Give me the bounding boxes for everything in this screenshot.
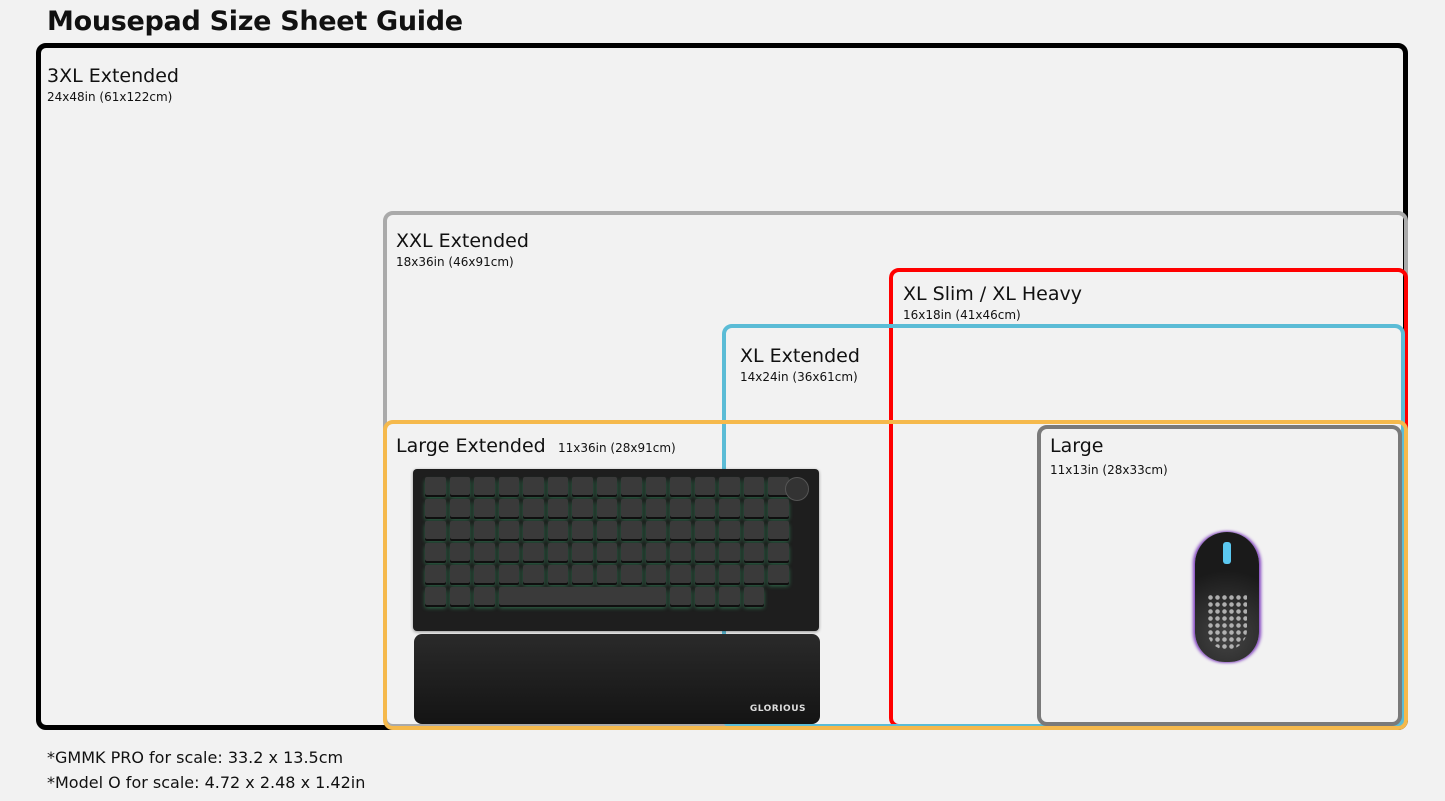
mouse-image bbox=[1195, 532, 1259, 662]
size-large bbox=[1037, 425, 1402, 726]
label-3xl-extended: 3XL Extended bbox=[47, 65, 179, 87]
label-large: Large bbox=[1050, 435, 1104, 457]
brand-logo: GLORIOUS bbox=[749, 704, 806, 714]
dims-large: 11x13in (28x33cm) bbox=[1050, 463, 1168, 477]
keyboard-image bbox=[413, 469, 819, 631]
note-keyboard-scale: *GMMK PRO for scale: 33.2 x 13.5cm bbox=[47, 748, 344, 767]
dims-xxl-extended: 18x36in (46x91cm) bbox=[396, 255, 514, 269]
dims-xl-slim-heavy: 16x18in (41x46cm) bbox=[903, 308, 1021, 322]
label-large-extended: Large Extended bbox=[396, 435, 546, 457]
dims-xl-extended: 14x24in (36x61cm) bbox=[740, 370, 858, 384]
page-title: Mousepad Size Sheet Guide bbox=[47, 6, 463, 37]
note-mouse-scale: *Model O for scale: 4.72 x 2.48 x 1.42in bbox=[47, 773, 366, 792]
label-xxl-extended: XXL Extended bbox=[396, 230, 529, 252]
wrist-rest-image: GLORIOUS bbox=[414, 634, 820, 724]
dims-3xl-extended: 24x48in (61x122cm) bbox=[47, 90, 173, 104]
size-large-extended bbox=[383, 420, 1408, 730]
label-xl-extended: XL Extended bbox=[740, 345, 860, 367]
keyboard-knob bbox=[785, 477, 809, 501]
dims-large-extended: 11x36in (28x91cm) bbox=[558, 441, 676, 455]
label-xl-slim-heavy: XL Slim / XL Heavy bbox=[903, 283, 1082, 305]
